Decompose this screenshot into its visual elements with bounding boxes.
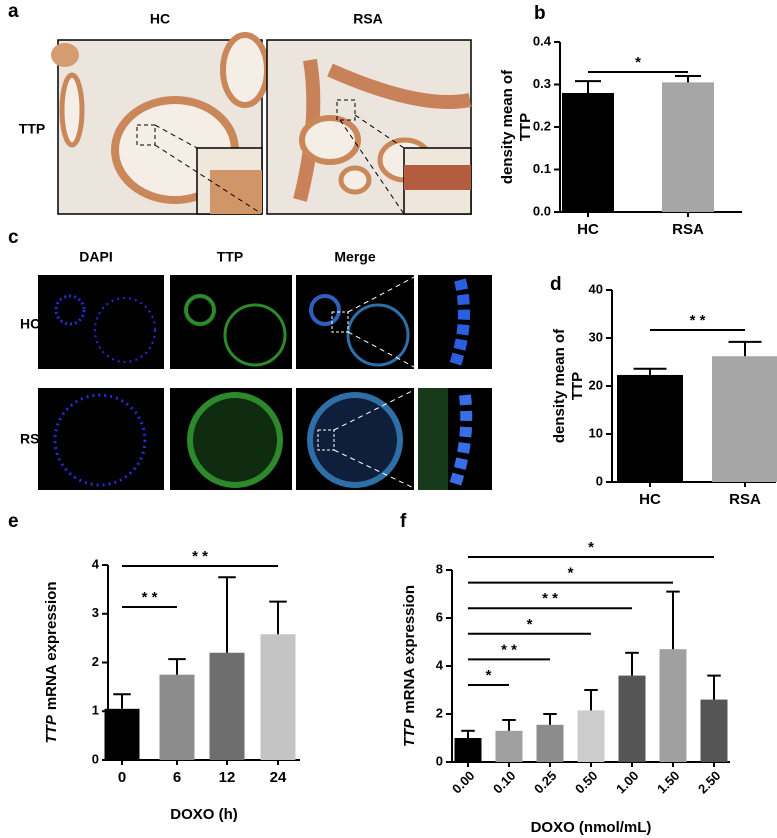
y-axis-label: density mean of — [551, 328, 568, 443]
significance-label: * * — [690, 312, 706, 329]
bar — [617, 374, 683, 482]
column-label: TTP — [217, 249, 243, 265]
y-tick-label: 10 — [589, 425, 603, 440]
y-tick-label: 2 — [92, 654, 99, 669]
bar — [700, 699, 728, 762]
significance-label: * — [527, 616, 533, 633]
bar — [536, 724, 564, 762]
y-tick-label: 1 — [92, 703, 99, 718]
significance-label: * — [588, 539, 594, 556]
bar — [104, 708, 140, 760]
column-label: RSA — [353, 11, 383, 27]
x-axis-label: DOXO (nmol/mL) — [531, 819, 652, 836]
significance-label: * * — [542, 590, 558, 607]
x-tick-label: 0.25 — [531, 768, 560, 797]
bar — [659, 649, 687, 762]
x-tick-label: HC — [639, 491, 661, 508]
y-axis-label-part: TTP — [43, 714, 60, 743]
significance-label: * * — [142, 589, 158, 606]
column-label: DAPI — [79, 249, 112, 265]
y-axis-label-part: mRNA expression — [401, 585, 418, 714]
bar — [577, 710, 605, 762]
x-tick-label: 1.00 — [613, 768, 642, 797]
panel-letter: b — [534, 3, 546, 24]
bar — [454, 738, 482, 762]
panel-letter: e — [8, 511, 19, 532]
panel-letter: a — [8, 1, 19, 22]
ihc-image-rsa — [266, 39, 472, 215]
y-tick-label: 40 — [589, 281, 603, 296]
y-tick-label: 0.1 — [533, 161, 551, 176]
if-images — [38, 274, 492, 491]
ihc-image-hc — [51, 32, 270, 215]
y-axis-label: density mean of — [499, 69, 516, 184]
y-tick-label: 4 — [92, 556, 100, 571]
y-axis-label: TTP — [517, 113, 534, 141]
y-tick-label: 0 — [596, 473, 603, 488]
y-axis-label: TTP mRNA expression — [43, 582, 60, 744]
y-axis-label: TTP — [569, 372, 586, 400]
y-tick-label: 4 — [436, 657, 444, 672]
y-tick-label: 20 — [589, 377, 603, 392]
y-tick-label: 2 — [436, 705, 443, 720]
significance-label: * * — [501, 641, 517, 658]
y-tick-label: 3 — [92, 605, 99, 620]
x-tick-label: 1.50 — [654, 768, 683, 797]
bar — [618, 675, 646, 762]
y-axis-label-part: mRNA expression — [43, 582, 60, 711]
x-axis-label: DOXO (h) — [170, 806, 238, 823]
bar — [159, 674, 195, 760]
significance-label: * — [568, 565, 574, 582]
y-tick-label: 8 — [436, 561, 443, 576]
panel-letter: c — [8, 227, 19, 248]
y-tick-label: 0 — [436, 753, 443, 768]
x-tick-label: 2.50 — [695, 768, 724, 797]
row-label: TTP — [19, 121, 45, 137]
column-label: HC — [150, 11, 170, 27]
bar — [209, 652, 245, 760]
x-tick-label: 0 — [118, 769, 126, 786]
bar — [662, 82, 714, 212]
y-axis-label: TTP mRNA expression — [401, 585, 418, 747]
panel-letter: d — [550, 274, 562, 295]
y-tick-label: 0.2 — [533, 118, 551, 133]
x-tick-label: HC — [577, 221, 599, 238]
y-tick-label: 0.3 — [533, 76, 551, 91]
y-tick-label: 30 — [589, 329, 603, 344]
row-label: HC — [20, 316, 40, 332]
panel-letter: f — [400, 511, 407, 532]
bar — [562, 93, 614, 212]
x-tick-label: 0.00 — [449, 768, 478, 797]
column-label: Merge — [334, 249, 375, 265]
x-tick-label: 6 — [173, 769, 181, 786]
y-axis-label-part: TTP — [401, 718, 418, 747]
x-tick-label: RSA — [672, 221, 704, 238]
significance-label: * — [486, 667, 492, 684]
y-tick-label: 0.4 — [533, 33, 552, 48]
significance-label: * — [635, 54, 641, 71]
x-tick-label: 24 — [270, 769, 287, 786]
x-tick-label: 0.10 — [490, 768, 519, 797]
y-tick-label: 0.0 — [533, 203, 551, 218]
x-tick-label: RSA — [729, 491, 761, 508]
x-tick-label: 12 — [219, 769, 236, 786]
bar — [495, 730, 523, 762]
significance-label: * * — [192, 548, 208, 565]
x-tick-label: 0.50 — [572, 768, 601, 797]
y-tick-label: 6 — [436, 609, 443, 624]
y-tick-label: 0 — [92, 751, 99, 766]
bar — [260, 634, 296, 760]
bar — [712, 356, 777, 482]
